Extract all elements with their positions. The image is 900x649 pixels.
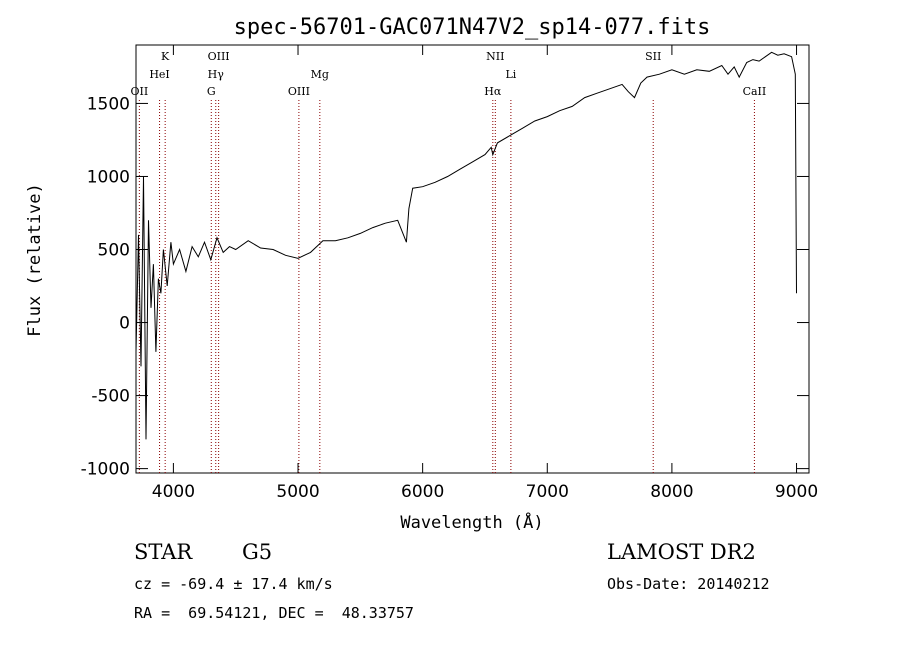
y-tick-label: 1500	[87, 94, 130, 114]
line-marker-label: Mg	[311, 68, 329, 81]
x-axis-label: Wavelength (Å)	[400, 511, 543, 533]
line-marker-label: SII	[645, 50, 661, 63]
line-marker-label: Li	[505, 68, 516, 81]
object-subclass: G5	[242, 540, 273, 564]
object-class: STAR	[134, 540, 193, 564]
x-tick-label: 6000	[401, 482, 444, 502]
y-tick-label: 0	[119, 314, 130, 334]
x-tick-label: 9000	[775, 482, 818, 502]
line-marker-label: Hα	[484, 85, 502, 98]
line-marker-label: OIII	[288, 85, 310, 98]
line-marker-label: CaII	[743, 85, 767, 98]
x-tick-label: 7000	[526, 482, 569, 502]
redshift-text: cz = -69.4 ± 17.4 km/s	[134, 575, 333, 593]
survey-name: LAMOST DR2	[607, 540, 756, 564]
line-marker-label: Hγ	[208, 68, 225, 81]
line-marker-label: OII	[131, 85, 149, 98]
line-marker-label: K	[161, 50, 170, 63]
x-tick-label: 5000	[276, 482, 319, 502]
obs-date-text: Obs-Date: 20140212	[607, 575, 770, 593]
line-marker-label: G	[207, 85, 216, 98]
line-marker-label: HeI	[149, 68, 169, 81]
y-tick-label: 1000	[87, 167, 130, 187]
y-tick-label: -500	[91, 387, 130, 407]
line-marker-label: NII	[486, 50, 504, 63]
coordinates-text: RA = 69.54121, DEC = 48.33757	[134, 604, 414, 622]
x-tick-label: 4000	[152, 482, 195, 502]
y-tick-label: 500	[98, 241, 130, 261]
line-marker-label: OIII	[208, 50, 230, 63]
x-tick-label: 8000	[650, 482, 693, 502]
spectrum-line	[135, 51, 797, 440]
axis-ticks: 4000 5000 6000 7000 8000 9000 -1000 -500 0 500 100…	[81, 45, 818, 502]
y-axis-label: Flux (relative)	[25, 183, 45, 337]
chart-title: spec-56701-GAC071N47V2_sp14-077.fits	[234, 15, 711, 40]
y-tick-label: -1000	[81, 460, 130, 480]
plot-frame	[135, 44, 810, 474]
